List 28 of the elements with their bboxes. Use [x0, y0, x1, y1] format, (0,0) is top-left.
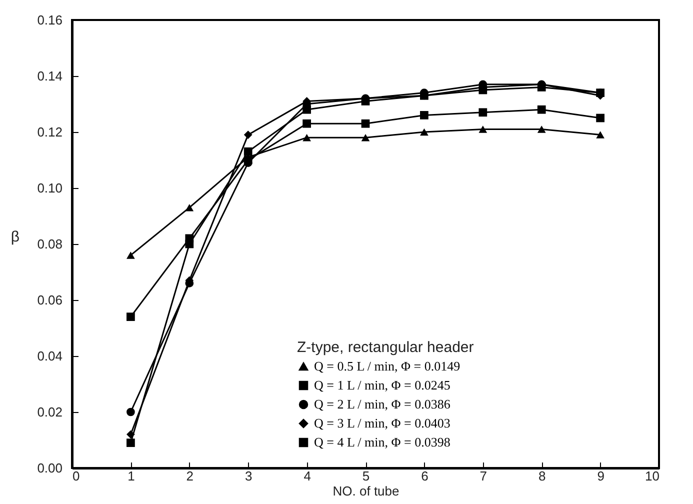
- x-tick-label: 10: [645, 468, 660, 484]
- legend-title: Z-type, rectangular header: [297, 339, 474, 356]
- y-tick-label: 0.12: [37, 124, 62, 140]
- y-tick-label: 0.04: [37, 348, 62, 364]
- x-tick-label: 9: [597, 468, 604, 484]
- y-tick-label: 0.08: [37, 236, 62, 252]
- legend-label: Q = 4 L / min, Φ = 0.0398: [314, 434, 450, 450]
- y-tick-label: 0.16: [37, 12, 62, 28]
- legend-label: Q = 2 L / min, Φ = 0.0386: [314, 396, 451, 412]
- x-tick-label: 6: [421, 468, 428, 484]
- y-tick-label: 0.06: [37, 292, 62, 308]
- legend-label: Q = 0.5 L / min, Φ = 0.0149: [314, 358, 460, 374]
- x-axis-title: NO. of tube: [332, 484, 400, 498]
- x-tick-label: 3: [244, 468, 252, 484]
- y-tick-label: 0.14: [37, 68, 62, 84]
- x-tick-label: 7: [480, 468, 488, 484]
- x-tick-label: 2: [186, 468, 194, 484]
- x-tick-label: 8: [538, 468, 546, 484]
- y-axis-title: β: [10, 228, 20, 246]
- legend-label: Q = 1 L / min, Φ = 0.0245: [314, 378, 450, 392]
- x-tick-label: 1: [128, 468, 135, 484]
- x-tick-label: 0: [72, 468, 80, 484]
- x-tick-label: 4: [304, 468, 311, 484]
- y-tick-label: 0.02: [37, 404, 62, 420]
- x-tick-label: 5: [362, 468, 370, 484]
- y-tick-label: 0.00: [37, 460, 62, 476]
- y-tick-label: 0.10: [37, 180, 62, 196]
- legend-label: Q = 3 L / min, Φ = 0.0403: [314, 416, 450, 430]
